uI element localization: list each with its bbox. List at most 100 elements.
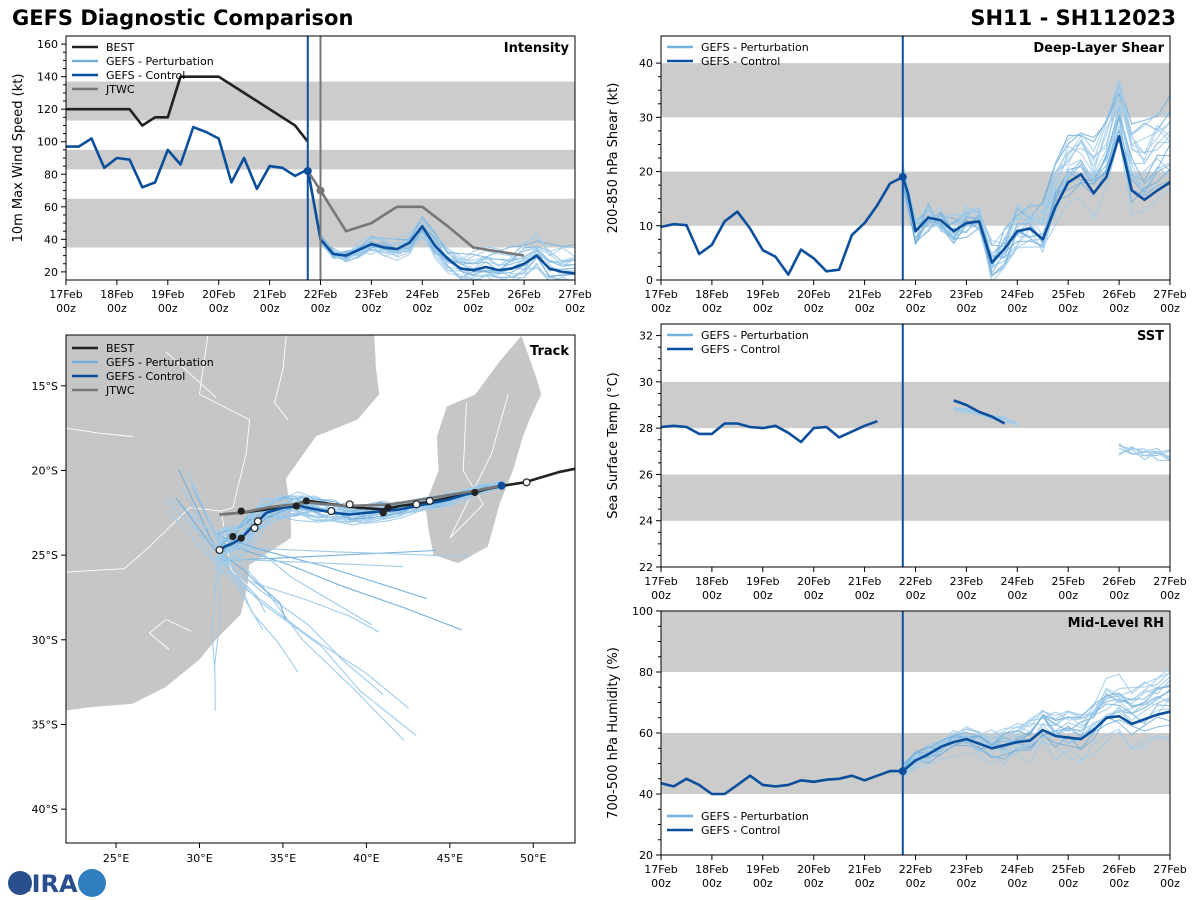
x-tick-label: 00z [855,302,875,315]
forecast-point [215,546,224,555]
x-tick-label: 27Feb [1153,288,1186,301]
y-axis-label: 200-850 hPa Shear (kt) [606,83,621,234]
x-tick-label: 00z [651,302,671,315]
x-tick-label: 00z [804,302,824,315]
x-tick-label: 19Feb [746,863,779,876]
country-border [66,335,251,573]
x-tick-label: 17Feb [644,288,677,301]
x-tick-label: 00z [753,589,773,602]
panel-title: Deep-Layer Shear [1033,41,1164,56]
lon-tick-label: 25°E [103,852,129,865]
x-tick-label: 00z [463,302,483,315]
x-tick-label: 25Feb [1051,288,1084,301]
x-tick-label: 00z [158,302,178,315]
perturbation-member-line [307,170,575,267]
init-marker [898,172,907,181]
chart-rh: 2040608010017Feb00z18Feb00z19Feb00z20Feb… [606,605,1187,890]
x-tick-label: 00z [1109,877,1129,890]
x-tick-label: 00z [702,589,722,602]
lat-tick-label: 15°S [32,380,58,393]
x-tick-label: 00z [855,589,875,602]
legend-label: GEFS - Control [106,69,185,82]
y-tick-label: 26 [639,468,653,481]
y-tick-label: 30 [639,376,653,389]
x-tick-label: 21Feb [848,575,881,588]
jtwc-line [306,170,525,257]
x-tick-label: 22Feb [899,288,932,301]
x-tick-label: 00z [753,302,773,315]
cira-globe-icon [8,871,32,895]
x-tick-label: 00z [651,589,671,602]
y-tick-label: 0 [646,274,653,287]
lat-tick-label: 40°S [32,803,58,816]
y-tick-label: 60 [639,727,653,740]
plot-area-shear [661,63,1170,280]
lat-tick-label: 30°S [32,634,58,647]
forecast-point [327,507,336,516]
legend-label: JTWC [105,83,135,96]
x-tick-label: 26Feb [507,288,540,301]
storm-id-title: SH11 - SH112023 [970,6,1176,30]
lon-tick-label: 30°E [186,852,212,865]
x-tick-label: 00z [651,877,671,890]
y-tick-label: 40 [639,57,653,70]
x-tick-label: 00z [209,302,229,315]
y-tick-label: 100 [37,136,58,149]
panel-title: SST [1137,329,1164,344]
y-tick-label: 80 [44,168,58,181]
chart-intensity: 2040608010012014016017Feb00z18Feb00z19Fe… [11,35,592,315]
control-line [953,399,1006,425]
panel-title: Track [530,344,569,359]
x-tick-label: 00z [1160,877,1180,890]
x-tick-label: 00z [1007,589,1027,602]
legend-label: BEST [106,41,134,54]
country-border [148,618,192,651]
lon-tick-label: 50°E [520,852,546,865]
x-tick-label: 00z [906,302,926,315]
climatology-band [661,611,1170,672]
legend-label: GEFS - Perturbation [701,329,809,342]
x-tick-label: 27Feb [558,288,591,301]
x-tick-label: 20Feb [797,575,830,588]
x-tick-label: 00z [514,302,534,315]
best-track-point [229,532,237,541]
panel-title: Mid-Level RH [1068,616,1164,631]
x-tick-label: 00z [1058,877,1078,890]
x-tick-label: 19Feb [746,288,779,301]
perturbation-member-line [1118,444,1170,462]
lat-tick-label: 35°S [32,718,58,731]
best-track-point [384,504,392,512]
x-tick-label: 00z [1160,302,1180,315]
x-tick-label: 25Feb [1051,575,1084,588]
x-tick-label: 21Feb [253,288,286,301]
country-border [66,427,133,438]
x-tick-label: 00z [1058,589,1078,602]
x-tick-label: 17Feb [644,575,677,588]
best-track-point [292,502,300,510]
y-tick-label: 80 [639,666,653,679]
perturbation-member-line [307,168,575,262]
page-title: GEFS Diagnostic Comparison [12,6,354,30]
jtwc-marker [316,186,325,195]
x-tick-label: 25Feb [1051,863,1084,876]
forecast-point [253,517,262,526]
x-tick-label: 23Feb [950,575,983,588]
x-tick-label: 00z [311,302,331,315]
x-tick-label: 00z [1007,302,1027,315]
y-tick-label: 140 [37,71,58,84]
perturbation-member-line [902,715,1170,766]
y-tick-label: 30 [639,111,653,124]
x-tick-label: 26Feb [1102,288,1135,301]
x-tick-label: 21Feb [848,863,881,876]
x-tick-label: 18Feb [695,863,728,876]
y-axis-label: Sea Surface Temp (°C) [606,372,621,519]
x-tick-label: 26Feb [1102,863,1135,876]
x-tick-label: 00z [906,877,926,890]
chart-shear: 01020304017Feb00z18Feb00z19Feb00z20Feb00… [606,35,1187,315]
y-tick-label: 10 [639,220,653,233]
country-border [449,394,509,539]
